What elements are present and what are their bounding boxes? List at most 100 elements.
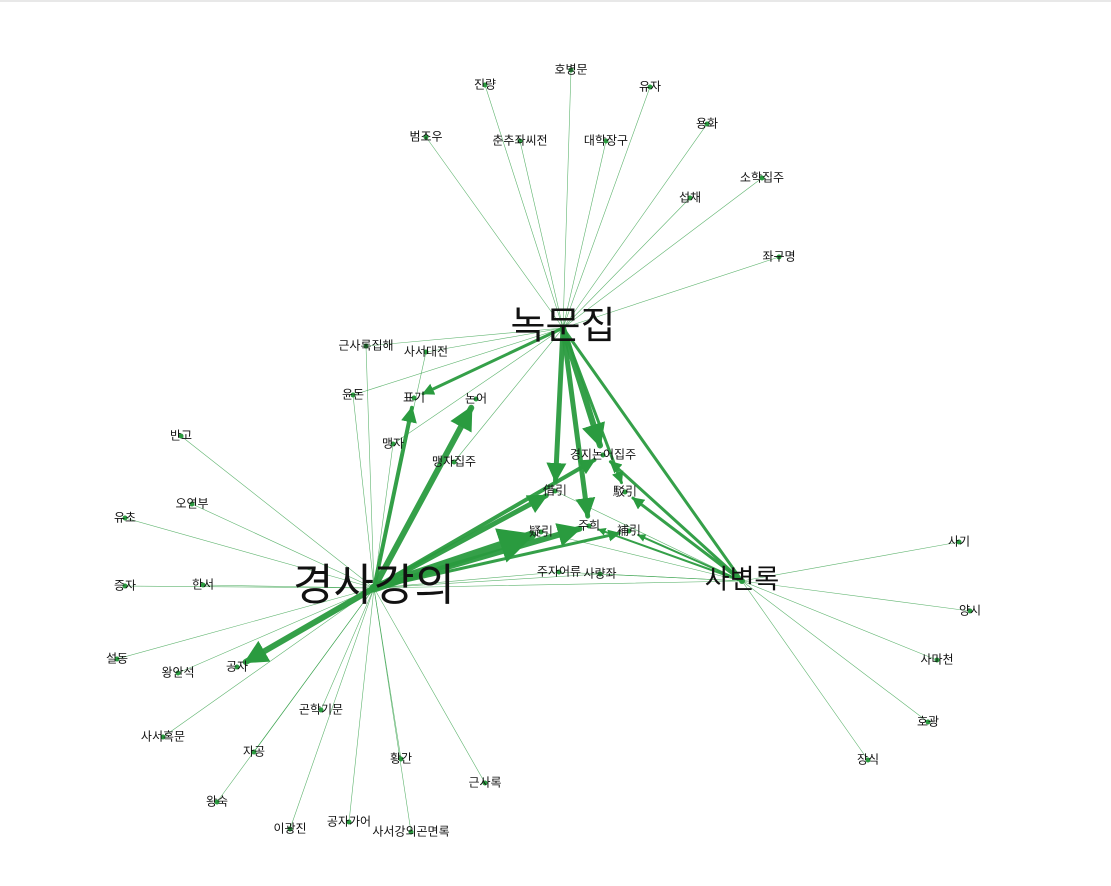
- edge-gyeongsa-wanganseok: [177, 587, 375, 674]
- node-label-jangsik[interactable]: 장식: [857, 753, 879, 767]
- node-label-yonghwa[interactable]: 용화: [696, 117, 718, 131]
- edge-gyeongsa-leegwangjin: [289, 587, 375, 830]
- node-label-geunsarok[interactable]: 근사록: [468, 776, 501, 790]
- node-dot-chagi: [552, 488, 558, 494]
- edge-noksun-daehak: [562, 140, 607, 329]
- node-label-chunchu[interactable]: 춘추좌씨전: [492, 134, 547, 148]
- node-label-hanseo[interactable]: 한서: [192, 578, 214, 592]
- node-label-gonhaegimun[interactable]: 곤학기문: [299, 703, 343, 717]
- node-dot-seopje: [687, 195, 693, 201]
- node-label-seoldong[interactable]: 설동: [106, 652, 128, 666]
- edge-noksun-jinryang: [484, 84, 564, 329]
- node-label-sohak[interactable]: 소학집주: [740, 171, 784, 185]
- edge-gyeongsa-jeungja: [124, 585, 375, 589]
- node-label-yeokgi[interactable]: 駁引: [613, 485, 637, 499]
- node-label-bango[interactable]: 반고: [170, 429, 192, 443]
- node-label-sabyeon[interactable]: 사변록: [705, 565, 780, 596]
- node-label-yucho[interactable]: 유초: [114, 511, 136, 525]
- node-dot-yundon: [350, 392, 356, 398]
- edge-noksun-maengja: [392, 327, 564, 445]
- node-label-ohyeonbu[interactable]: 오연부: [175, 497, 208, 511]
- node-dot-sagi: [956, 539, 962, 545]
- edge-noksun-jwagu: [562, 256, 780, 329]
- edge-gyeongsa-ohyeonbu: [191, 503, 375, 589]
- node-dot-maengja: [390, 441, 396, 447]
- node-label-daehak[interactable]: 대학장구: [584, 134, 628, 148]
- node-dot-gyeongjinoneo: [600, 452, 606, 458]
- node-label-hobyeongmun[interactable]: 호병문: [554, 63, 587, 77]
- node-dot-wangsuk: [214, 799, 220, 805]
- node-dot-juja: [556, 569, 562, 575]
- node-dot-gongjagaeo: [346, 819, 352, 825]
- node-label-juja[interactable]: 주자어류: [537, 565, 581, 579]
- node-dot-hobyeongmun: [568, 67, 574, 73]
- node-dot-wanganseok: [175, 670, 181, 676]
- node-label-yangsi[interactable]: 양시: [959, 604, 981, 618]
- node-label-sasegangui[interactable]: 사서강의곤면록: [372, 825, 449, 839]
- node-dot-sayangjwa: [597, 571, 603, 577]
- node-dot-bogi: [626, 528, 632, 534]
- edge-noksun-chunchu: [519, 140, 564, 329]
- edge-sabyeon-sayangjwa: [599, 573, 743, 582]
- edge-noksun-hobyeongmun: [562, 69, 572, 329]
- edge-sabyeon-bogi: [637, 534, 743, 582]
- node-dot-hanseo: [200, 582, 206, 588]
- edge-noksun-yuja: [562, 86, 651, 329]
- edge-sabyeon-samacheon: [741, 580, 938, 661]
- node-label-gongja[interactable]: 공자: [226, 660, 248, 674]
- node-label-noksun[interactable]: 녹문집: [511, 304, 616, 348]
- edge-noksun-chagi: [546, 325, 567, 484]
- node-label-yundon[interactable]: 윤돈: [342, 388, 364, 402]
- node-label-chagi[interactable]: 借引: [543, 484, 567, 498]
- edge-noksun-sasedaejeon: [425, 327, 564, 353]
- node-label-jagong[interactable]: 자공: [243, 745, 265, 759]
- edge-noksun-beomjo: [425, 136, 564, 329]
- edge-gyeongsa-juja: [373, 571, 560, 589]
- node-label-jinryang[interactable]: 진량: [474, 78, 496, 92]
- node-dot-uigi: [538, 529, 544, 535]
- node-label-samacheon[interactable]: 사마천: [920, 652, 953, 667]
- node-label-leegwangjin[interactable]: 이광진: [273, 822, 306, 836]
- node-label-wanganseok[interactable]: 왕안석: [161, 666, 194, 680]
- edge-gyeongsa-geunsajiphae: [365, 345, 375, 589]
- node-label-maengjajipju[interactable]: 맹자집주: [432, 455, 476, 469]
- node-label-jwagu[interactable]: 좌구명: [762, 250, 795, 264]
- node-label-hogwang[interactable]: 호광: [917, 715, 939, 729]
- node-label-uigi[interactable]: 疑引: [529, 524, 553, 539]
- edge-gyeongsa-juhui: [371, 523, 583, 591]
- node-label-sagi[interactable]: 사기: [948, 535, 970, 549]
- edge-sabyeon-hogwang: [741, 580, 929, 723]
- node-label-sayangjwa[interactable]: 사량좌: [583, 567, 616, 581]
- edge-gyeongsa-hanseo: [202, 584, 375, 589]
- node-dot-maengjajipju: [451, 459, 457, 465]
- edge-gyeongsa-pyogi: [372, 405, 417, 590]
- node-label-beomjo[interactable]: 범조우: [409, 130, 442, 144]
- node-label-wangsuk[interactable]: 왕숙: [206, 795, 228, 809]
- node-label-yuja[interactable]: 유자: [639, 80, 661, 94]
- node-label-gongjagaeo[interactable]: 공자가어: [327, 815, 371, 829]
- node-label-seopje[interactable]: 섭채: [679, 191, 701, 205]
- node-label-juhui[interactable]: 주희: [578, 519, 600, 533]
- node-label-gyeongjinoneo[interactable]: 경지논어집주: [570, 448, 636, 462]
- node-label-geunsajiphae[interactable]: 근사록집해: [338, 339, 393, 353]
- node-dot-jangsik: [865, 757, 871, 763]
- edge-gyeongsa-noneo: [371, 404, 475, 591]
- node-label-maengja[interactable]: 맹자: [382, 437, 404, 451]
- node-dot-yeokgi: [622, 489, 628, 495]
- node-dot-sabyeon: [739, 578, 745, 584]
- edge-gyeongsa-gyeongjinoneo: [372, 458, 597, 590]
- node-label-sasehongmun[interactable]: 사서혹문: [141, 730, 185, 744]
- node-label-gyeongsa[interactable]: 경사강의: [293, 560, 455, 611]
- node-label-hwangkan[interactable]: 황간: [390, 752, 412, 766]
- node-label-noneo[interactable]: 논어: [465, 392, 487, 406]
- edge-gyeongsa-gonhaegimun: [320, 587, 375, 711]
- edges-layer: [116, 69, 971, 833]
- node-label-jeungja[interactable]: 증자: [114, 579, 136, 593]
- node-dot-jinryang: [482, 82, 488, 88]
- node-label-sasedaejeon[interactable]: 사서대전: [404, 345, 448, 359]
- node-label-bogi[interactable]: 補引: [617, 524, 641, 538]
- node-label-pyogi[interactable]: 표기: [403, 391, 425, 405]
- edge-gyeongsa-wangsuk: [216, 587, 375, 803]
